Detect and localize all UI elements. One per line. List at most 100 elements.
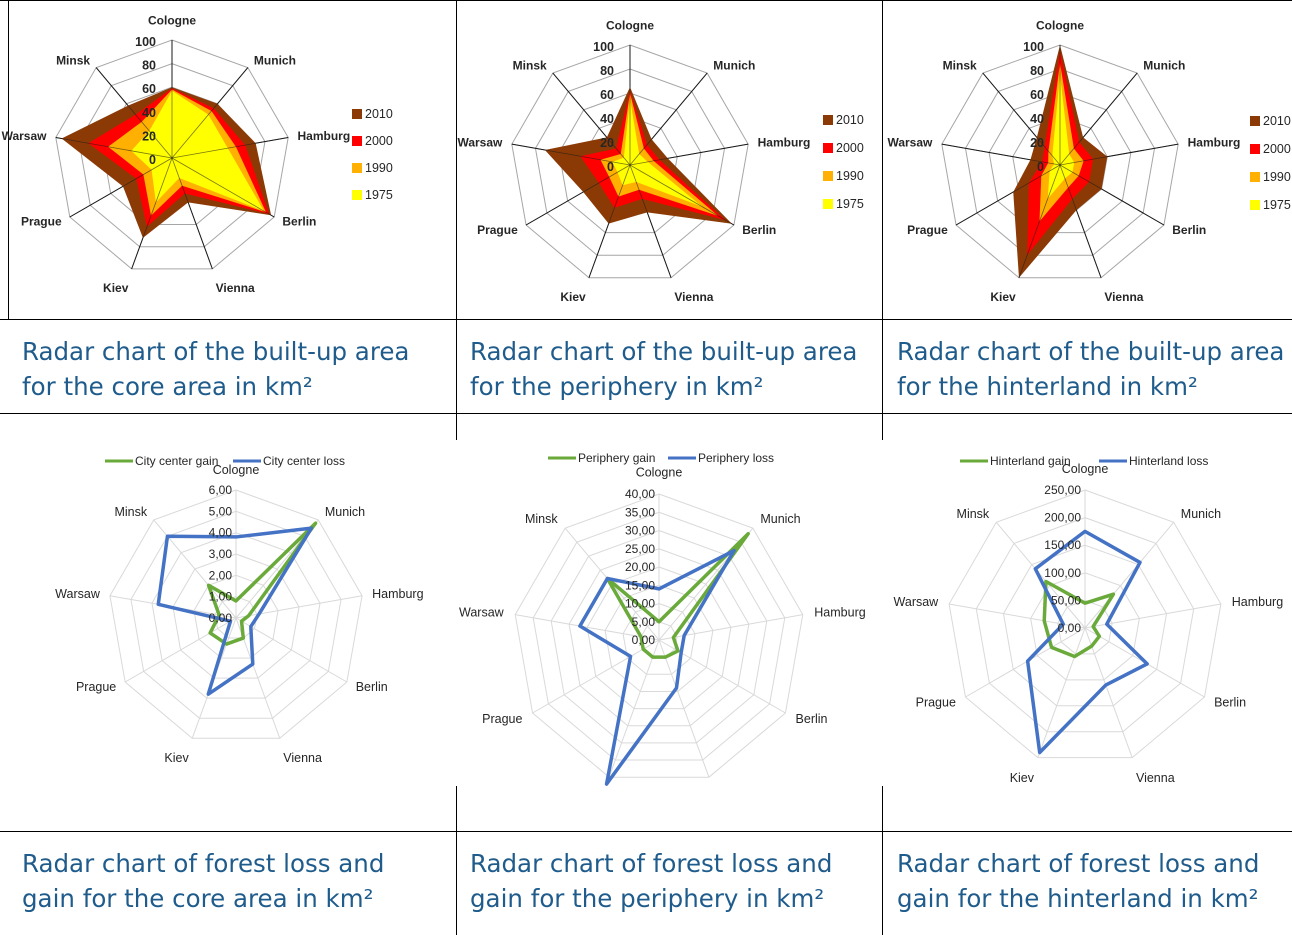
tick-label: 40,00	[625, 487, 655, 501]
tick-label: 25,00	[625, 542, 655, 556]
radar-spoke	[1084, 521, 1175, 629]
chart-legend: Periphery gain Periphery loss	[548, 451, 774, 465]
radar-series	[55, 40, 289, 270]
legend-label: Hinterland gain	[990, 454, 1071, 468]
caption-line: Radar chart of the built-up area	[897, 337, 1285, 366]
legend-swatch	[823, 115, 833, 125]
category-label: Vienna	[283, 751, 322, 765]
radar-spoke-overlay	[1059, 143, 1179, 166]
border-caption1-bottom	[0, 413, 1292, 414]
radar-ring	[975, 517, 1195, 733]
radar-spoke-overlay	[525, 164, 631, 226]
tick-label: 40	[1030, 112, 1044, 126]
legend-swatch	[352, 109, 362, 119]
category-label: Warsaw	[894, 595, 940, 609]
chart-legend: 2010 2000 1990 1975	[352, 107, 393, 202]
legend-label: 2000	[836, 141, 864, 155]
legend-label: 1975	[1263, 198, 1291, 212]
caption-line: Radar chart of forest loss and	[22, 849, 385, 878]
legend-label: Periphery loss	[698, 451, 774, 465]
radar-spoke-overlay	[171, 157, 275, 218]
chart-builtup-core: 0 20 40 60 80 100 Cologne Munich Hamburg Berlin Vi…	[0, 0, 456, 319]
category-label: Hamburg	[298, 129, 351, 143]
border-col2-row2	[882, 414, 883, 440]
category-label: Warsaw	[887, 135, 933, 149]
radar-category-labels: Cologne Munich Hamburg Berlin Vienna Kiev Prag…	[55, 463, 423, 765]
radar-grid	[109, 489, 363, 739]
chart-legend: City center gain City center loss	[105, 454, 345, 468]
category-label: Hamburg	[372, 587, 423, 601]
radar-ring	[511, 44, 749, 279]
radar-spoke-overlay	[1018, 164, 1061, 278]
radar-grid	[514, 493, 804, 778]
radar-spoke-overlay	[955, 164, 1061, 226]
legend-swatch	[823, 143, 833, 153]
legend-label: Hinterland loss	[1129, 454, 1208, 468]
radar-ring	[1030, 572, 1140, 681]
category-label: Kiev	[164, 751, 189, 765]
radar-spoke-overlay	[1059, 164, 1102, 278]
radar-category-labels: Cologne Munich Hamburg Berlin Vienna Kiev Prag…	[887, 18, 1240, 303]
chart-legend: 2010 2000 1990 1975	[1250, 114, 1291, 212]
radar-spoke	[965, 627, 1086, 698]
category-label: Kiev	[103, 281, 129, 295]
radar-spoke-overlay	[588, 164, 631, 278]
category-label: Munich	[713, 59, 755, 73]
tick-label: 100	[135, 35, 156, 49]
radar-tick-labels: 0 20 40 60 80 100	[593, 40, 614, 174]
radar-ring	[78, 63, 266, 248]
category-label: Hamburg	[758, 135, 811, 149]
legend-label: 1975	[836, 197, 864, 211]
category-label: Vienna	[1104, 290, 1143, 304]
border-col2-row1	[882, 0, 883, 414]
series-area-1975	[612, 99, 703, 207]
radar-tick-labels: 0 20 40 60 80 100	[1023, 40, 1044, 174]
category-label: Prague	[907, 223, 948, 237]
category-label: Minsk	[513, 59, 547, 73]
category-label: Prague	[482, 712, 522, 726]
legend-label: Periphery gain	[578, 451, 655, 465]
legend-swatch	[1250, 144, 1260, 154]
tick-label: 5,00	[209, 504, 233, 518]
tick-label: 0	[1037, 160, 1044, 174]
caption-line: Radar chart of the built-up area	[470, 337, 858, 366]
legend-swatch	[352, 136, 362, 146]
category-label: Munich	[1143, 59, 1185, 73]
radar-spoke-overlay	[629, 143, 749, 166]
tick-label: 0,00	[209, 611, 233, 625]
radar-ring	[172, 553, 300, 679]
category-label: Warsaw	[55, 587, 101, 601]
tick-label: 15,00	[625, 578, 655, 592]
tick-label: 50,00	[1051, 593, 1081, 607]
category-label: Prague	[477, 223, 518, 237]
legend-swatch	[1250, 172, 1260, 182]
legend-label: 1990	[836, 169, 864, 183]
tick-label: 40	[142, 106, 156, 120]
caption-forest-core: Radar chart of forest loss and gain for …	[22, 846, 384, 916]
tick-label: 80	[600, 64, 614, 78]
tick-label: 250,00	[1044, 483, 1081, 497]
border-top	[0, 0, 1292, 1]
radar-spoke	[1037, 627, 1086, 758]
caption-builtup-hinterland: Radar chart of the built-up area for the…	[897, 334, 1284, 404]
category-label: Berlin	[1172, 223, 1206, 237]
radar-ring	[550, 529, 768, 744]
category-label: Berlin	[356, 680, 388, 694]
radar-spoke-overlay	[171, 137, 289, 159]
radar-spoke-overlay	[171, 157, 213, 270]
tick-label: 100,00	[1044, 566, 1081, 580]
category-label: Cologne	[148, 14, 196, 28]
radar-spoke-overlay	[941, 143, 1061, 166]
series-line-periphery-loss	[578, 548, 736, 786]
chart-forest-periphery: 0,00 5,00 10,00 15,00 20,00 25,00 30,00 35,00 40…	[457, 440, 882, 786]
series-area-1975	[131, 90, 264, 212]
series-line-city-center-gain	[206, 521, 318, 646]
legend-label: 2010	[1263, 114, 1291, 128]
legend-label: 1975	[365, 188, 393, 202]
caption-line: Radar chart of forest loss and	[470, 849, 833, 878]
radar-spoke	[515, 614, 660, 641]
legend-swatch	[823, 171, 833, 181]
border-col1-row2b	[456, 786, 457, 935]
category-label: Vienna	[674, 290, 713, 304]
radar-spoke-overlay	[629, 164, 735, 226]
